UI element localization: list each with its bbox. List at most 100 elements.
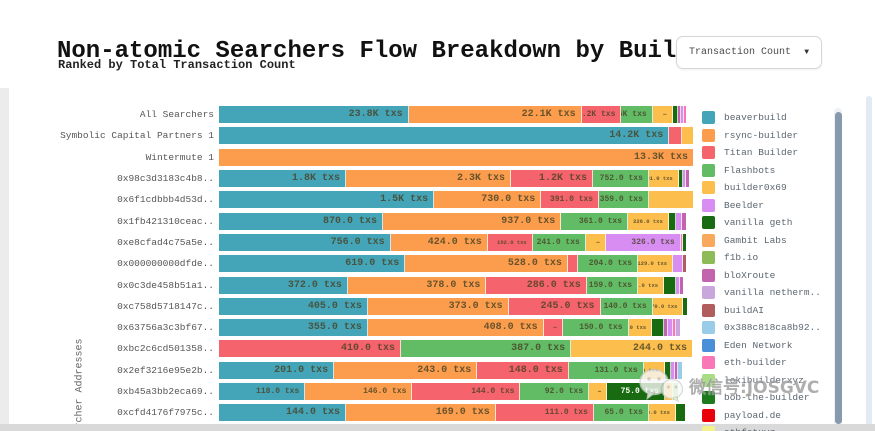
- legend-item-ethfstxyz[interactable]: ethfstxyz: [702, 424, 821, 431]
- bar-segment-beelder[interactable]: [676, 212, 683, 230]
- bar-segment-flashbots[interactable]: 140.0 txs: [600, 297, 653, 315]
- bar-segment-titan-builder[interactable]: [669, 127, 682, 145]
- legend-item-titan-builder[interactable]: Titan Builder: [702, 144, 821, 162]
- bar-segment-beaverbuild[interactable]: 118.0 txs: [219, 383, 306, 400]
- bar-segment-flashbots[interactable]: 159.0 txs: [586, 276, 638, 294]
- legend-scrollbar-thumb[interactable]: [835, 112, 842, 424]
- bar-segment-bloxroute[interactable]: [674, 361, 679, 379]
- bar-segment-rsync-builder[interactable]: 243.0 txs: [334, 361, 478, 379]
- bar-segment-beaverbuild[interactable]: 355.0 txs: [219, 319, 368, 337]
- bar-segment-beelder[interactable]: [673, 255, 684, 273]
- bar-segment-flashbots[interactable]: 241.0 txs: [532, 233, 586, 251]
- legend-item-bloxroute[interactable]: bloXroute: [702, 267, 821, 285]
- bar-segment-flashbots[interactable]: 150.0 txs: [562, 319, 629, 337]
- bar-segment-titan-builder[interactable]: 111.0 txs: [495, 404, 594, 422]
- bar-segment-titan-builder[interactable]: 1.2K txs: [510, 170, 593, 188]
- legend-item-builder0x69[interactable]: builder0x69: [702, 179, 821, 197]
- bar-segment-titan-builder[interactable]: 148.0 txs: [477, 361, 569, 379]
- bar-segment-beaverbuild[interactable]: 756.0 txs: [219, 233, 391, 251]
- bar-segment-builder0x69[interactable]: ⋯: [589, 383, 608, 400]
- legend-item-bob-the-builder[interactable]: bob-the-builder: [702, 389, 821, 407]
- bar-segment-eth-builder[interactable]: [680, 233, 684, 251]
- bar-segment-eth-builder[interactable]: [683, 106, 687, 124]
- bar-segment-rsync-builder[interactable]: 146.0 txs: [305, 383, 413, 400]
- bar-segment-vanilla-geth[interactable]: [678, 170, 683, 188]
- legend-item-buildai[interactable]: buildAI: [702, 302, 821, 320]
- bar-segment-beaverbuild[interactable]: 14.2K txs: [219, 127, 670, 145]
- legend-item-f1b-io[interactable]: f1b.io: [702, 249, 821, 267]
- bar-segment-titan-builder[interactable]: ⋯: [543, 319, 563, 337]
- bar-segment-rsync-builder[interactable]: 373.0 txs: [367, 297, 509, 315]
- bar-segment-beaverbuild[interactable]: 619.0 txs: [219, 255, 406, 273]
- bar-segment-buildai[interactable]: [683, 255, 687, 273]
- bar-segment-builder0x69[interactable]: 30.0 txs: [643, 361, 665, 379]
- bar-segment-flashbots[interactable]: 92.0 txs: [520, 383, 590, 400]
- bar-segment-bloxroute[interactable]: [680, 276, 683, 294]
- bar-segment-bloxroute[interactable]: [685, 170, 689, 188]
- bar-segment-bloxroute[interactable]: [663, 319, 669, 337]
- bar-segment-builder0x69[interactable]: 244.0 txs: [571, 340, 693, 358]
- bar-segment-rsync-builder[interactable]: 528.0 txs: [405, 255, 568, 273]
- bar-segment-vanilla-geth[interactable]: [668, 212, 677, 230]
- legend-item-0x388c818ca8b92[interactable]: 0x388c818ca8b92..: [702, 319, 821, 337]
- bar-segment-rsync-builder[interactable]: 169.0 txs: [346, 404, 496, 422]
- bar-segment-flashbots[interactable]: 131.0 txs: [568, 361, 644, 379]
- legend-item-vanilla-geth[interactable]: vanilla geth: [702, 214, 821, 232]
- bar-segment-titan-builder[interactable]: [567, 255, 578, 273]
- bar-segment-titan-builder[interactable]: 144.0 txs: [412, 383, 521, 400]
- legend-item-flashbots[interactable]: Flashbots: [702, 162, 821, 180]
- bar-segment-rsync-builder[interactable]: 2.3K txs: [346, 170, 511, 188]
- bar-segment-flashbots[interactable]: 387.0 txs: [401, 340, 572, 358]
- bar-segment-beaverbuild[interactable]: 23.8K txs: [219, 106, 409, 124]
- bar-segment-flashbots[interactable]: 359.0 txs: [599, 191, 649, 209]
- bar-segment-titan-builder[interactable]: 286.0 txs: [486, 276, 587, 294]
- bar-segment-builder0x69[interactable]: 60.0 txs: [628, 319, 653, 337]
- bar-segment-builder0x69[interactable]: 70.0 txs: [652, 297, 684, 315]
- bar-segment-beaverbuild[interactable]: 1.5K txs: [219, 191, 435, 209]
- bar-segment-lokibuilderxyz[interactable]: [672, 383, 679, 400]
- bar-segment-vanilla-geth[interactable]: [672, 106, 679, 124]
- bar-segment-titan-builder[interactable]: 245.0 txs: [508, 297, 601, 315]
- bar-segment-vanilla-geth[interactable]: [683, 233, 687, 251]
- bar-segment-beaverbuild[interactable]: 1.8K txs: [219, 170, 347, 188]
- bar-segment-beelder[interactable]: 326.0 txs: [605, 233, 681, 251]
- bar-segment-0x388c818ca8b92[interactable]: [678, 361, 682, 379]
- bar-segment-titan-builder[interactable]: 410.0 txs: [219, 340, 402, 358]
- bar-segment-beaverbuild[interactable]: 201.0 txs: [219, 361, 335, 379]
- bar-segment-builder0x69[interactable]: [664, 383, 673, 400]
- bar-segment-flashbots[interactable]: 4.5K txs: [621, 106, 653, 124]
- legend-item-vanilla-netherm[interactable]: vanilla netherm..: [702, 284, 821, 302]
- bar-segment-beaverbuild[interactable]: 405.0 txs: [219, 297, 368, 315]
- bar-segment-builder0x69[interactable]: 76.0 txs: [638, 276, 665, 294]
- bar-segment-rsync-builder[interactable]: 378.0 txs: [347, 276, 487, 294]
- bar-segment-beelder[interactable]: [676, 276, 681, 294]
- legend-item-eth-builder[interactable]: eth-builder: [702, 354, 821, 372]
- bar-segment-beaverbuild[interactable]: 372.0 txs: [219, 276, 348, 294]
- bar-segment-builder0x69[interactable]: [681, 127, 693, 145]
- bar-segment-eth-builder[interactable]: [673, 319, 677, 337]
- bar-segment-vanilla-geth[interactable]: [675, 404, 686, 422]
- bar-segment-rsync-builder[interactable]: 937.0 txs: [383, 212, 562, 230]
- legend-item-lokibuilderxyz[interactable]: lokibuilderxyz: [702, 372, 821, 390]
- bar-segment-builder0x69[interactable]: 38.0 txs: [648, 404, 676, 422]
- bar-segment-vanilla-netherm[interactable]: [676, 319, 680, 337]
- bar-segment-builder0x69[interactable]: 226.0 txs: [628, 212, 669, 230]
- bar-segment-flashbots[interactable]: 65.0 txs: [593, 404, 649, 422]
- bar-segment-beelder[interactable]: [668, 319, 674, 337]
- bar-segment-rsync-builder[interactable]: 22.1K txs: [408, 106, 582, 124]
- bar-segment-beelder[interactable]: [682, 170, 686, 188]
- legend-item-rsync-builder[interactable]: rsync-builder: [702, 127, 821, 145]
- bar-segment-builder0x69[interactable]: [648, 191, 693, 209]
- bar-segment-titan-builder[interactable]: 5.2K txs: [581, 106, 622, 124]
- bar-segment-rsync-builder[interactable]: 13.3K txs: [219, 148, 693, 166]
- metric-dropdown[interactable]: Transaction Count ▼: [676, 36, 822, 69]
- bar-segment-vanilla-geth[interactable]: [664, 276, 677, 294]
- legend-item-payload-de[interactable]: payload.de: [702, 407, 821, 425]
- page-scrollbar[interactable]: [866, 96, 872, 431]
- bar-segment-builder0x69[interactable]: ⋯: [652, 106, 673, 124]
- legend-item-beaverbuild[interactable]: beaverbuild: [702, 109, 821, 127]
- bar-segment-flashbots[interactable]: 752.0 txs: [592, 170, 649, 188]
- bar-segment-bloxroute[interactable]: [682, 212, 686, 230]
- bar-segment-beaverbuild[interactable]: 870.0 txs: [219, 212, 383, 230]
- legend-item-eden-network[interactable]: Eden Network: [702, 337, 821, 355]
